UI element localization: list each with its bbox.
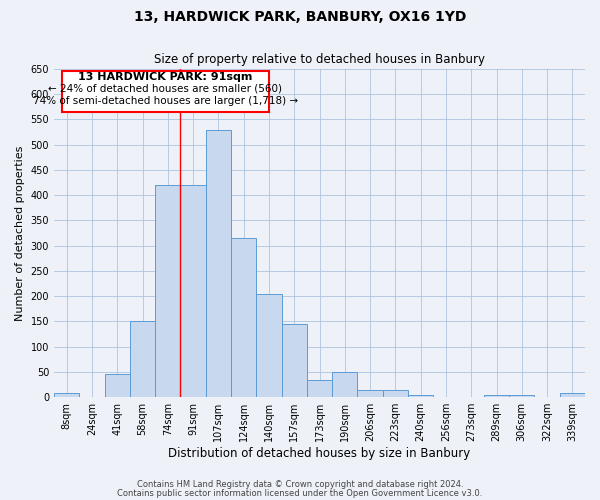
Text: 74% of semi-detached houses are larger (1,718) →: 74% of semi-detached houses are larger (…: [33, 96, 298, 106]
Bar: [104, 374, 130, 397]
Text: Contains public sector information licensed under the Open Government Licence v3: Contains public sector information licen…: [118, 489, 482, 498]
Bar: [281, 324, 307, 397]
Bar: [560, 393, 585, 397]
Bar: [206, 130, 231, 397]
Bar: [181, 185, 206, 397]
Y-axis label: Number of detached properties: Number of detached properties: [15, 146, 25, 321]
Bar: [307, 380, 332, 397]
Bar: [54, 393, 79, 397]
Bar: [332, 372, 358, 397]
Text: 13, HARDWICK PARK, BANBURY, OX16 1YD: 13, HARDWICK PARK, BANBURY, OX16 1YD: [134, 10, 466, 24]
X-axis label: Distribution of detached houses by size in Banbury: Distribution of detached houses by size …: [169, 447, 470, 460]
FancyBboxPatch shape: [62, 70, 269, 112]
Bar: [358, 390, 383, 397]
Text: Contains HM Land Registry data © Crown copyright and database right 2024.: Contains HM Land Registry data © Crown c…: [137, 480, 463, 489]
Title: Size of property relative to detached houses in Banbury: Size of property relative to detached ho…: [154, 54, 485, 66]
Bar: [383, 390, 408, 397]
Bar: [231, 238, 256, 397]
Bar: [256, 294, 281, 397]
Bar: [484, 394, 509, 397]
Bar: [130, 322, 155, 397]
Text: 13 HARDWICK PARK: 91sqm: 13 HARDWICK PARK: 91sqm: [78, 72, 253, 82]
Bar: [155, 185, 181, 397]
Text: ← 24% of detached houses are smaller (560): ← 24% of detached houses are smaller (56…: [48, 84, 282, 94]
Bar: [408, 394, 433, 397]
Bar: [509, 394, 535, 397]
